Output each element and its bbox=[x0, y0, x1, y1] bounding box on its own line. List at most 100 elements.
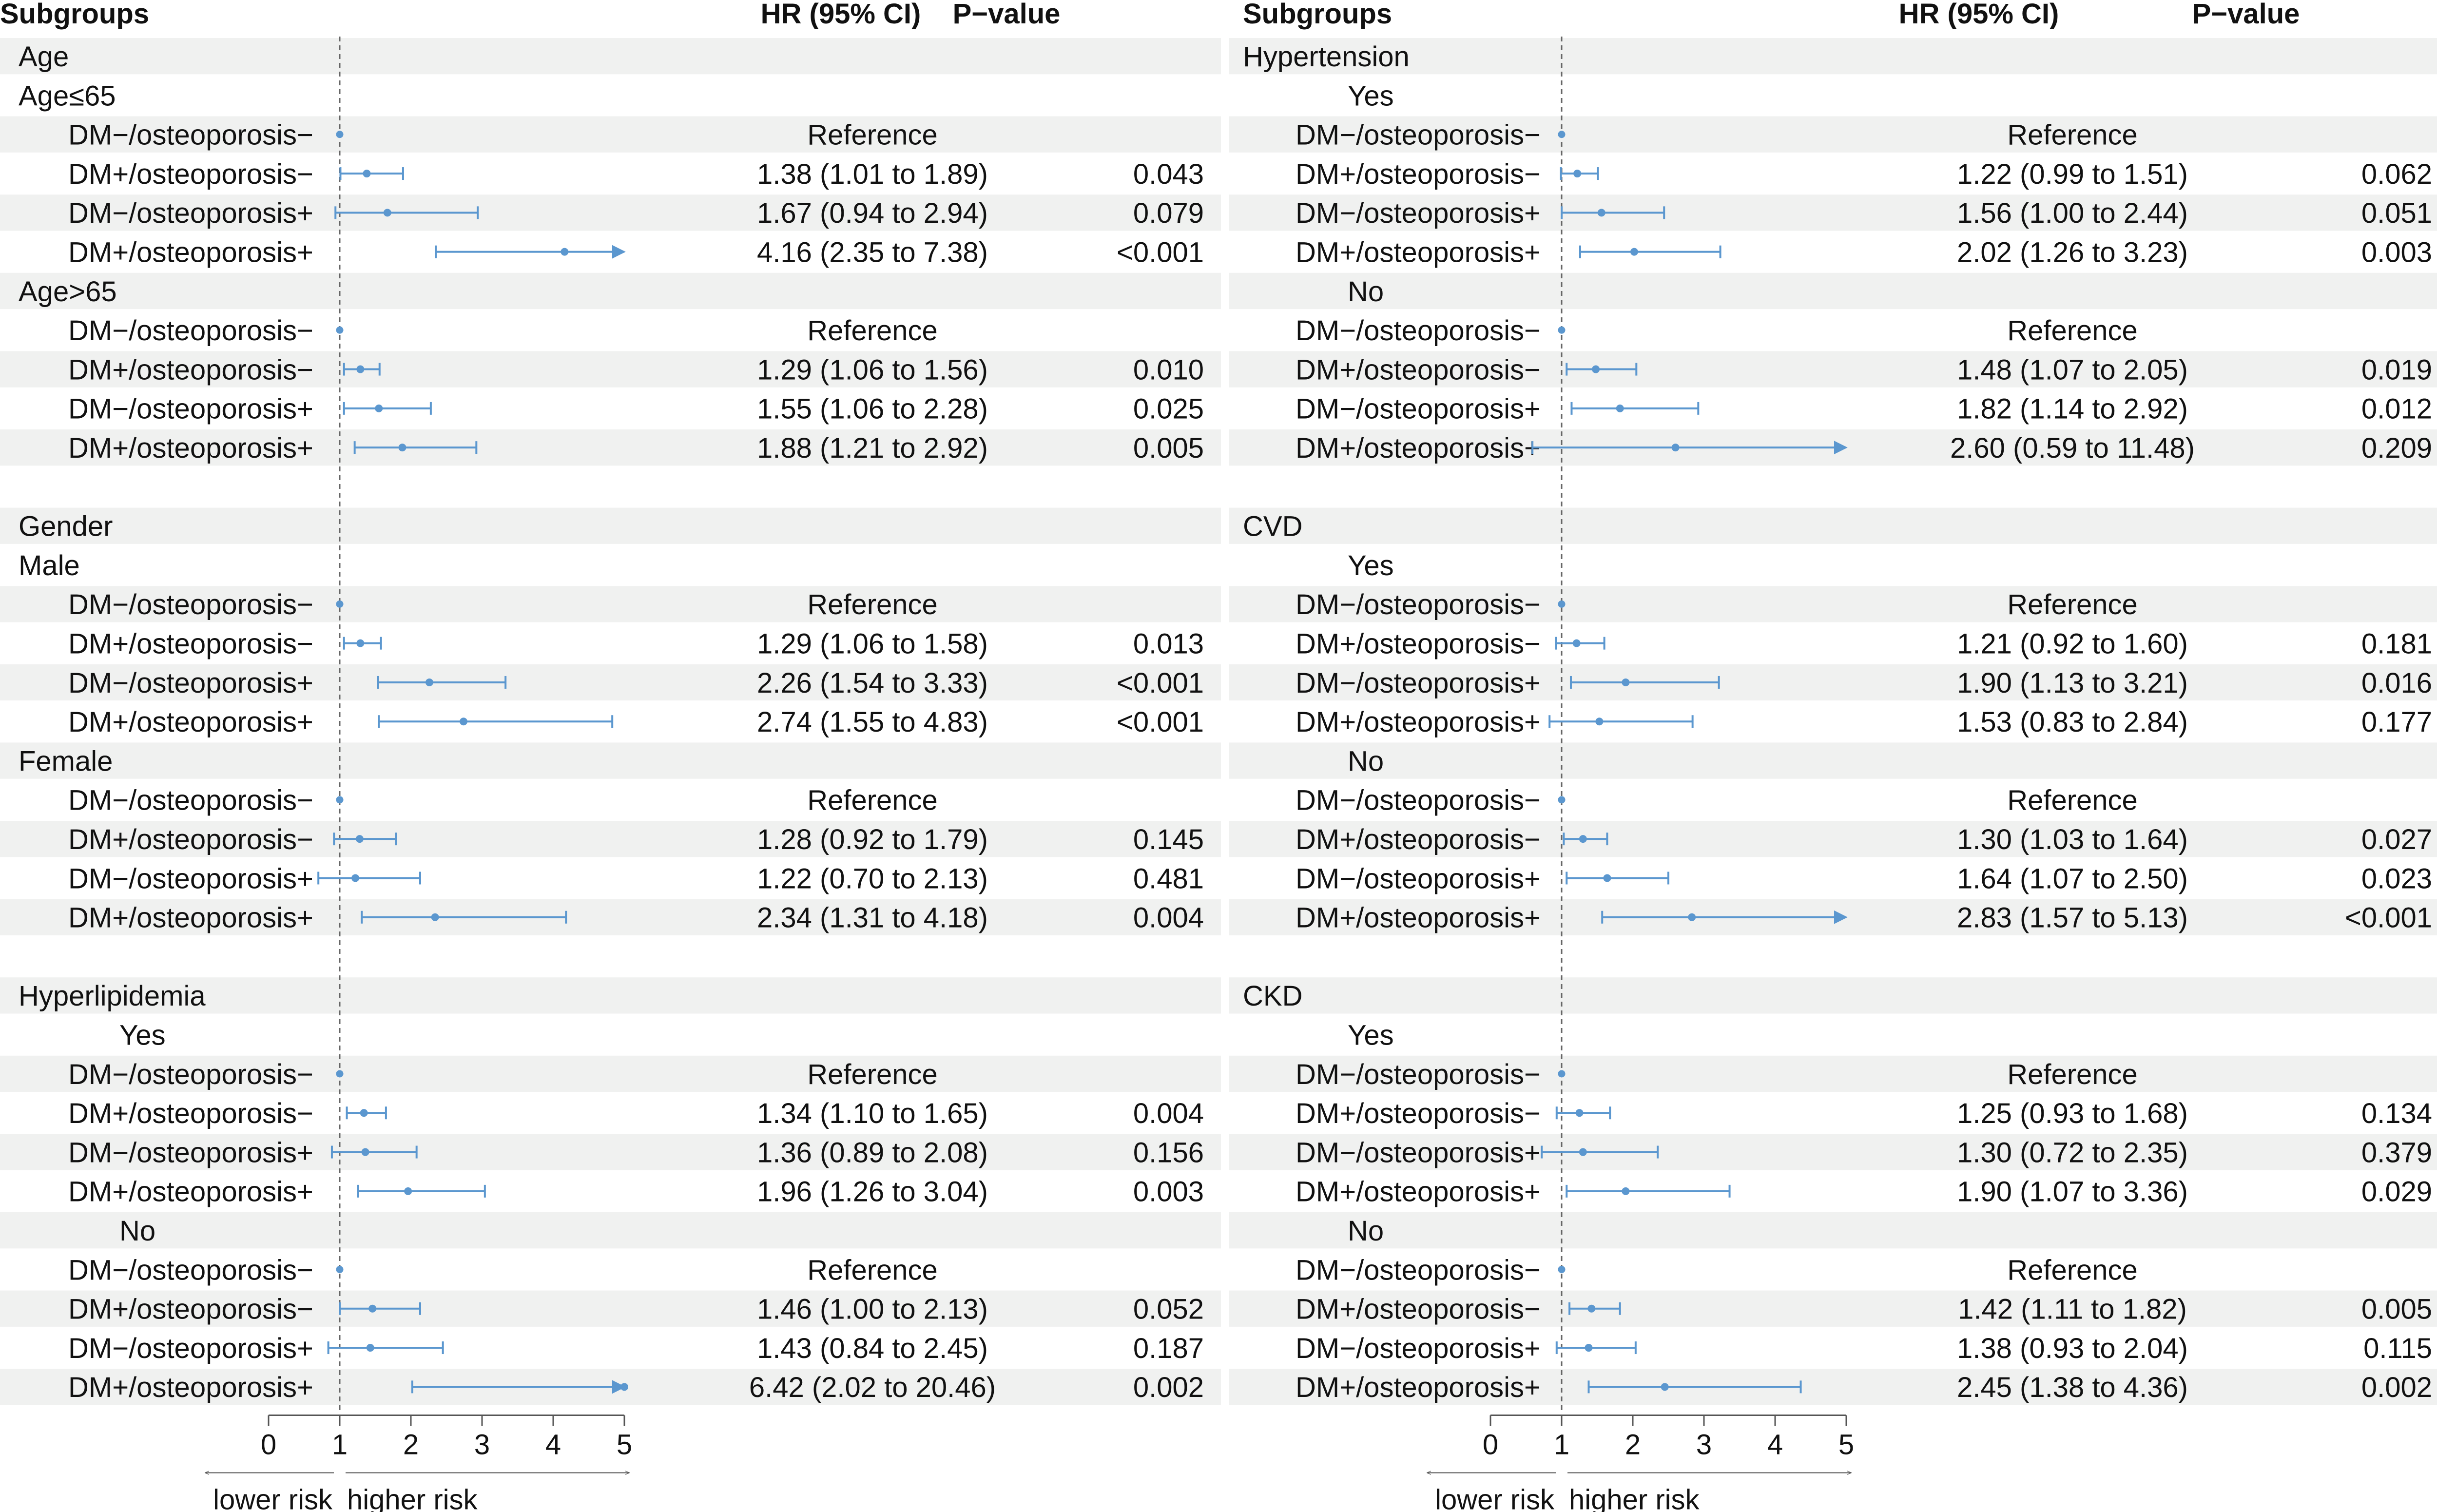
row-label: DM+/osteoporosis− bbox=[68, 824, 313, 855]
row-label: DM+/osteoporosis+ bbox=[68, 1176, 313, 1208]
hr-ci-text: 2.34 (1.31 to 4.18) bbox=[757, 902, 988, 934]
row-band bbox=[0, 1134, 1221, 1170]
row-label: DM−/osteoporosis− bbox=[1296, 1059, 1541, 1090]
hr-point bbox=[1573, 170, 1582, 178]
hr-point bbox=[1579, 835, 1587, 843]
group-label: CVD bbox=[1243, 511, 1302, 543]
row-label: DM+/osteoporosis+ bbox=[1296, 237, 1541, 269]
reference-point bbox=[336, 326, 344, 334]
hr-ci-text: 4.16 (2.35 to 7.38) bbox=[757, 237, 988, 269]
row-label: DM−/osteoporosis− bbox=[1296, 785, 1541, 816]
hr-ci-text: 1.64 (1.07 to 2.50) bbox=[1957, 863, 2188, 894]
hr-ci-text: 1.38 (1.01 to 1.89) bbox=[757, 158, 988, 190]
row-band bbox=[1229, 194, 2437, 231]
hr-point bbox=[351, 874, 360, 882]
row-band bbox=[0, 977, 1221, 1014]
row-label: DM+/osteoporosis+ bbox=[68, 902, 313, 934]
row-band bbox=[1229, 507, 2437, 544]
hr-ci-text: 2.26 (1.54 to 3.33) bbox=[757, 667, 988, 699]
hr-ci-text: Reference bbox=[807, 1254, 938, 1286]
row-band bbox=[1229, 116, 2437, 153]
hr-point bbox=[561, 248, 569, 256]
hr-point bbox=[363, 170, 371, 178]
p-value: 0.481 bbox=[1133, 863, 1204, 894]
row-band bbox=[0, 194, 1221, 231]
row-label: DM+/osteoporosis+ bbox=[68, 1372, 313, 1403]
p-value: 0.209 bbox=[2361, 432, 2432, 464]
hr-point bbox=[404, 1187, 412, 1195]
lower-risk-label: lower risk bbox=[213, 1484, 333, 1512]
p-value: 0.062 bbox=[2361, 158, 2432, 190]
reference-point bbox=[336, 1265, 344, 1273]
p-value: 0.019 bbox=[2361, 354, 2432, 386]
subgroup-label: Age≤65 bbox=[19, 80, 116, 112]
header-hr-ci: HR (95% CI) bbox=[761, 0, 921, 30]
hr-point bbox=[1622, 678, 1630, 686]
p-value: 0.181 bbox=[2361, 628, 2432, 660]
hr-point bbox=[1616, 404, 1624, 412]
hr-ci-text: 2.60 (0.59 to 11.48) bbox=[1950, 432, 2195, 464]
row-label: DM−/osteoporosis− bbox=[1296, 315, 1541, 347]
hr-point bbox=[1572, 639, 1581, 647]
hr-point bbox=[361, 1148, 369, 1156]
row-label: DM+/osteoporosis+ bbox=[1296, 706, 1541, 738]
x-tick-label: 3 bbox=[1696, 1429, 1712, 1461]
row-band bbox=[1229, 1055, 2437, 1092]
hr-point bbox=[1688, 913, 1696, 921]
p-value: 0.145 bbox=[1133, 824, 1204, 855]
row-label: DM−/osteoporosis− bbox=[1296, 1254, 1541, 1286]
row-band bbox=[1229, 38, 2437, 75]
row-band bbox=[1229, 742, 2437, 779]
p-value: <0.001 bbox=[2345, 902, 2432, 934]
group-label: Gender bbox=[19, 511, 113, 543]
hr-point bbox=[375, 404, 383, 412]
row-band bbox=[0, 351, 1221, 388]
row-band bbox=[0, 1055, 1221, 1092]
hr-ci-text: Reference bbox=[2007, 1254, 2138, 1286]
p-value: 0.004 bbox=[1133, 902, 1204, 934]
hr-point bbox=[368, 1304, 377, 1313]
x-tick-label: 4 bbox=[545, 1429, 561, 1461]
p-value: 0.002 bbox=[2361, 1372, 2432, 1403]
hr-point bbox=[383, 209, 391, 217]
x-tick-label: 1 bbox=[332, 1429, 348, 1461]
p-value: 0.029 bbox=[2361, 1176, 2432, 1208]
hr-ci-text: Reference bbox=[2007, 1059, 2138, 1090]
row-label: DM+/osteoporosis− bbox=[68, 158, 313, 190]
header-subgroups: Subgroups bbox=[0, 0, 149, 30]
hr-point bbox=[620, 1383, 628, 1391]
row-label: DM−/osteoporosis− bbox=[68, 589, 313, 620]
lower-risk-label: lower risk bbox=[1435, 1484, 1555, 1512]
p-value: 0.134 bbox=[2361, 1098, 2432, 1129]
hr-point bbox=[355, 835, 364, 843]
row-label: DM+/osteoporosis− bbox=[1296, 1294, 1541, 1325]
hr-ci-text: 1.22 (0.99 to 1.51) bbox=[1957, 158, 2188, 190]
hr-ci-text: 1.46 (1.00 to 2.13) bbox=[757, 1294, 988, 1325]
hr-ci-text: 1.29 (1.06 to 1.56) bbox=[757, 354, 988, 386]
hr-ci-text: 2.74 (1.55 to 4.83) bbox=[757, 706, 988, 738]
header-p-value: P−value bbox=[953, 0, 1061, 30]
hr-ci-text: Reference bbox=[807, 785, 938, 816]
x-tick-label: 5 bbox=[617, 1429, 632, 1461]
hr-ci-text: 1.43 (0.84 to 2.45) bbox=[757, 1333, 988, 1364]
subgroup-label: No bbox=[1348, 745, 1384, 777]
row-label: DM−/osteoporosis+ bbox=[68, 1137, 313, 1168]
row-label: DM+/osteoporosis− bbox=[68, 1294, 313, 1325]
x-tick-label: 2 bbox=[403, 1429, 419, 1461]
subgroup-label: Age>65 bbox=[19, 276, 117, 308]
hr-ci-text: 1.22 (0.70 to 2.13) bbox=[757, 863, 988, 894]
row-label: DM−/osteoporosis+ bbox=[1296, 1333, 1541, 1364]
higher-risk-label: higher risk bbox=[1569, 1484, 1700, 1512]
row-band bbox=[1229, 821, 2437, 857]
row-label: DM+/osteoporosis− bbox=[1296, 824, 1541, 855]
hr-ci-text: 1.90 (1.07 to 3.36) bbox=[1957, 1176, 2188, 1208]
reference-point bbox=[336, 1070, 344, 1078]
row-label: DM−/osteoporosis+ bbox=[68, 863, 313, 894]
hr-ci-text: Reference bbox=[807, 315, 938, 347]
row-label: DM−/osteoporosis+ bbox=[1296, 667, 1541, 699]
row-band bbox=[0, 38, 1221, 75]
p-value: 0.079 bbox=[1133, 197, 1204, 229]
p-value: 0.005 bbox=[1133, 432, 1204, 464]
hr-ci-text: 1.38 (0.93 to 2.04) bbox=[1957, 1333, 2188, 1364]
